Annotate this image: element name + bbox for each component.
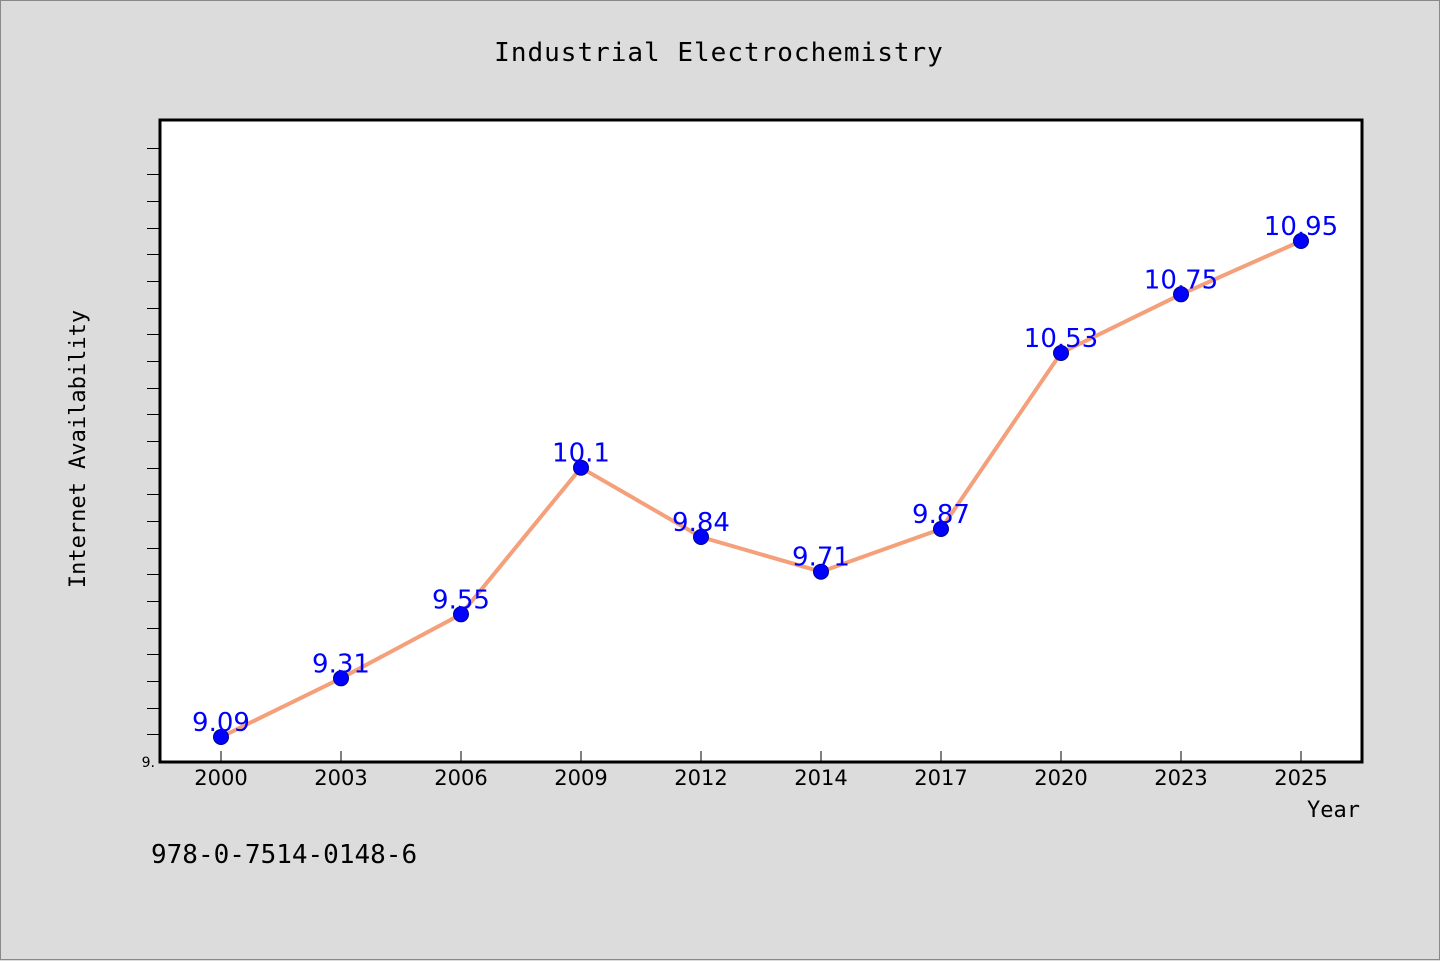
data-point — [453, 606, 469, 623]
data-label: 9.71 — [792, 543, 850, 573]
y-axis-label: Internet Availability — [66, 310, 91, 588]
data-label: 9.55 — [432, 585, 490, 615]
data-point — [1173, 286, 1189, 303]
x-tick-label: 2025 — [1274, 766, 1327, 790]
data-point — [333, 670, 349, 687]
data-label: 9.31 — [312, 649, 370, 679]
data-point — [1053, 345, 1069, 361]
chart-title: Industrial Electrochemistry — [494, 38, 944, 68]
data-point — [1293, 233, 1309, 249]
data-label: 9.09 — [192, 708, 250, 738]
y-axis-ticks — [147, 148, 160, 735]
data-point — [693, 529, 709, 545]
data-label: 10.1 — [552, 439, 610, 469]
x-tick-label: 2006 — [434, 766, 487, 790]
data-labels-group: 9.09 9.31 9.55 10.1 9.84 9.71 9.87 10.53 10.75 10… — [192, 212, 1338, 738]
data-point — [933, 521, 949, 537]
data-label: 10.53 — [1024, 324, 1098, 354]
x-tick-label: 2017 — [914, 766, 967, 790]
isbn-footer: 978-0-7514-0148-6 — [151, 840, 417, 870]
data-label: 10.95 — [1264, 212, 1338, 242]
x-tick-label: 2009 — [554, 766, 607, 790]
x-tick-label: 2020 — [1034, 766, 1087, 790]
x-tick-label: 2012 — [674, 766, 727, 790]
x-tick-label: 2014 — [794, 766, 847, 790]
markers-group — [213, 233, 1309, 745]
x-axis-label: Year — [1307, 798, 1360, 823]
x-tick-label: 2000 — [194, 766, 247, 790]
x-axis-ticks: 2000 2003 2006 2009 2012 2014 2017 2020 2023 2025 — [194, 751, 1328, 790]
data-point — [573, 459, 589, 476]
data-label: 10.75 — [1144, 265, 1218, 295]
data-label: 9.84 — [672, 508, 730, 538]
y-tick-label: 9. — [142, 755, 155, 771]
x-tick-label: 2003 — [314, 766, 367, 790]
data-point — [813, 563, 829, 580]
series-line — [219, 239, 1303, 739]
plot-area — [158, 118, 1364, 764]
data-point — [213, 729, 229, 745]
data-label: 9.87 — [912, 500, 970, 530]
x-tick-label: 2023 — [1154, 766, 1207, 790]
series-line-group — [219, 239, 1303, 739]
